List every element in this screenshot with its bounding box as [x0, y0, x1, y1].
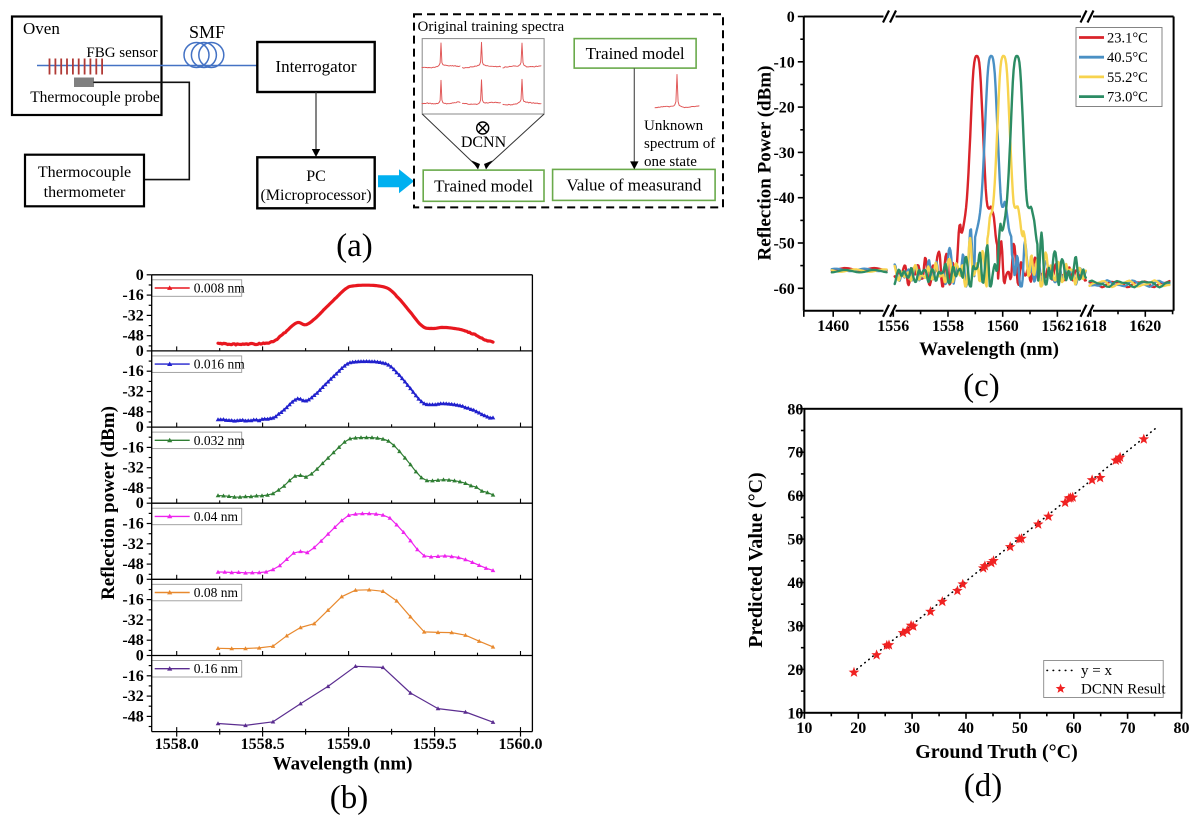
- svg-text:-48: -48: [122, 404, 143, 421]
- svg-text:40.5°C: 40.5°C: [1107, 50, 1148, 66]
- svg-text:PC: PC: [306, 168, 326, 185]
- svg-text:Ground Truth (°C): Ground Truth (°C): [915, 741, 1077, 763]
- svg-text:y = x: y = x: [1081, 663, 1112, 679]
- svg-text:-32: -32: [122, 384, 143, 401]
- svg-text:0: 0: [787, 9, 795, 26]
- svg-text:-10: -10: [773, 54, 794, 71]
- svg-text:50: 50: [787, 532, 803, 549]
- svg-text:40: 40: [787, 575, 803, 592]
- svg-text:-32: -32: [122, 307, 143, 324]
- svg-text:-16: -16: [122, 439, 143, 456]
- svg-text:55.2°C: 55.2°C: [1107, 70, 1148, 86]
- svg-text:0: 0: [136, 571, 144, 588]
- svg-text:thermometer: thermometer: [44, 184, 126, 201]
- svg-text:spectrum of: spectrum of: [644, 136, 715, 152]
- svg-text:1560: 1560: [987, 318, 1019, 335]
- svg-text:1558.5: 1558.5: [241, 736, 285, 753]
- svg-text:30: 30: [787, 618, 803, 635]
- svg-text:(c): (c): [963, 368, 1000, 404]
- svg-text:-48: -48: [122, 480, 143, 497]
- svg-text:0.08 nm: 0.08 nm: [194, 585, 239, 600]
- svg-text:1559.5: 1559.5: [413, 736, 457, 753]
- svg-text:20: 20: [850, 720, 866, 737]
- svg-text:60: 60: [1066, 720, 1082, 737]
- svg-text:73.0°C: 73.0°C: [1107, 90, 1148, 106]
- svg-text:(b): (b): [330, 780, 368, 816]
- svg-text:-20: -20: [773, 100, 794, 117]
- svg-text:DCNN: DCNN: [461, 134, 507, 151]
- svg-text:Thermocouple probe: Thermocouple probe: [30, 89, 160, 106]
- svg-text:Value of measurand: Value of measurand: [566, 176, 702, 195]
- svg-text:Wavelength (nm): Wavelength (nm): [919, 339, 1059, 360]
- svg-text:1560.0: 1560.0: [499, 736, 543, 753]
- svg-text:Interrogator: Interrogator: [275, 57, 357, 76]
- svg-text:(Microprocessor): (Microprocessor): [260, 187, 371, 204]
- svg-text:0: 0: [136, 495, 144, 512]
- svg-text:1559.0: 1559.0: [327, 736, 371, 753]
- svg-text:10: 10: [796, 720, 812, 737]
- svg-text:Oven: Oven: [23, 19, 60, 38]
- svg-text:-16: -16: [122, 516, 143, 533]
- svg-text:(a): (a): [336, 228, 373, 264]
- svg-text:-16: -16: [122, 363, 143, 380]
- svg-text:DCNN Result: DCNN Result: [1081, 682, 1166, 698]
- svg-text:1556: 1556: [877, 318, 909, 335]
- svg-text:FBG sensor: FBG sensor: [86, 45, 157, 61]
- svg-text:70: 70: [1120, 720, 1136, 737]
- svg-text:0: 0: [136, 419, 144, 436]
- svg-text:10: 10: [787, 705, 803, 722]
- svg-text:Thermocouple: Thermocouple: [38, 164, 131, 181]
- svg-text:-32: -32: [122, 688, 143, 705]
- svg-text:1558.0: 1558.0: [155, 736, 199, 753]
- svg-text:70: 70: [787, 445, 803, 462]
- svg-text:40: 40: [958, 720, 974, 737]
- svg-text:-30: -30: [773, 145, 794, 162]
- svg-text:1562: 1562: [1041, 318, 1073, 335]
- svg-text:-48: -48: [122, 708, 143, 725]
- svg-text:-32: -32: [122, 536, 143, 553]
- svg-text:Unknown: Unknown: [644, 118, 704, 134]
- svg-text:SMF: SMF: [189, 22, 225, 42]
- svg-text:-16: -16: [122, 668, 143, 685]
- svg-text:30: 30: [904, 720, 920, 737]
- svg-text:-48: -48: [122, 632, 143, 649]
- svg-text:1620: 1620: [1129, 318, 1161, 335]
- svg-text:Trained model: Trained model: [434, 177, 533, 196]
- svg-text:50: 50: [1012, 720, 1028, 737]
- svg-text:Original training spectra: Original training spectra: [418, 19, 565, 35]
- svg-text:0.04 nm: 0.04 nm: [194, 509, 239, 524]
- svg-text:-48: -48: [122, 556, 143, 573]
- svg-text:23.1°C: 23.1°C: [1107, 31, 1148, 47]
- svg-text:0: 0: [136, 267, 144, 284]
- svg-text:-16: -16: [122, 287, 143, 304]
- svg-text:-40: -40: [773, 190, 794, 207]
- svg-text:1460: 1460: [817, 318, 849, 335]
- svg-text:0.016 nm: 0.016 nm: [194, 357, 246, 372]
- svg-text:0: 0: [136, 343, 144, 360]
- svg-text:80: 80: [787, 401, 803, 418]
- svg-text:(d): (d): [964, 768, 1002, 804]
- svg-text:1558: 1558: [932, 318, 964, 335]
- svg-text:Wavelength (nm): Wavelength (nm): [273, 754, 413, 775]
- svg-text:Predicted Value (°C): Predicted Value (°C): [745, 472, 767, 647]
- svg-text:Trained model: Trained model: [586, 44, 685, 63]
- svg-text:-50: -50: [773, 236, 794, 253]
- svg-text:Reflection Power (dBm): Reflection Power (dBm): [755, 66, 776, 261]
- svg-text:0.032 nm: 0.032 nm: [194, 433, 246, 448]
- svg-text:0.008 nm: 0.008 nm: [194, 281, 246, 296]
- svg-text:1618: 1618: [1075, 318, 1107, 335]
- svg-text:Reflection power (dBm): Reflection power (dBm): [98, 406, 119, 600]
- svg-text:80: 80: [1174, 720, 1190, 737]
- svg-text:-32: -32: [122, 460, 143, 477]
- svg-text:20: 20: [787, 662, 803, 679]
- svg-text:60: 60: [787, 488, 803, 505]
- svg-text:one state: one state: [644, 154, 697, 170]
- svg-text:0: 0: [136, 648, 144, 665]
- svg-text:-60: -60: [773, 281, 794, 298]
- svg-text:0.16 nm: 0.16 nm: [194, 661, 239, 676]
- svg-text:-32: -32: [122, 612, 143, 629]
- svg-text:-16: -16: [122, 592, 143, 609]
- svg-text:-48: -48: [122, 328, 143, 345]
